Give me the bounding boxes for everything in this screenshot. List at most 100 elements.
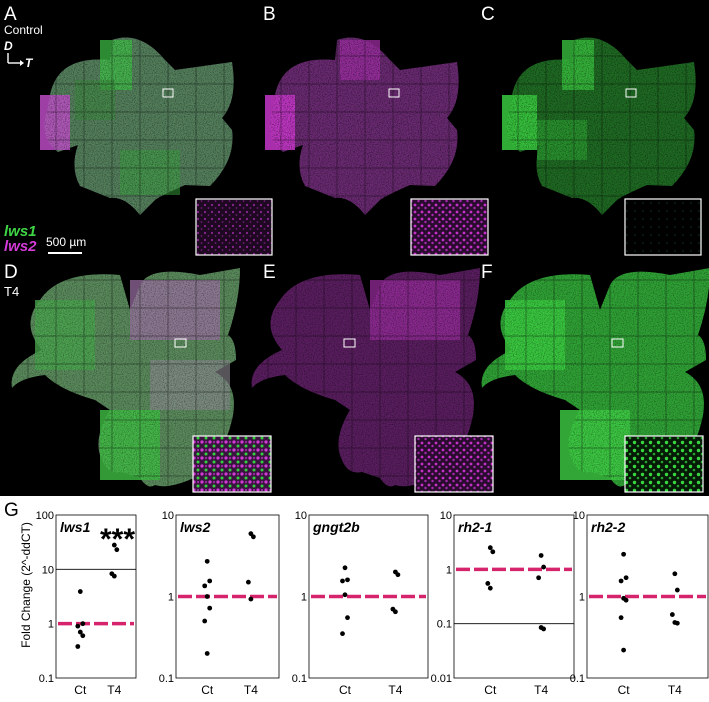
data-point <box>618 578 624 584</box>
panel-letter-e: E <box>263 262 276 283</box>
data-point <box>80 633 86 639</box>
data-point <box>672 571 678 577</box>
orientation-arrows-icon <box>7 53 24 66</box>
x-tick-label: Ct <box>74 683 87 697</box>
legend-lws1: lws1 <box>4 223 37 240</box>
y-tick-label: 10 <box>42 564 54 576</box>
data-point <box>204 594 210 599</box>
data-point <box>248 596 254 602</box>
chart-title: gngt2b <box>312 519 360 535</box>
y-tick-label: 0.1 <box>159 673 174 685</box>
data-point <box>340 631 345 637</box>
condition-label-t4: T4 <box>4 284 19 299</box>
data-point <box>487 585 493 591</box>
data-point <box>204 651 210 656</box>
data-point <box>77 629 83 635</box>
x-tick-label: T4 <box>534 683 548 697</box>
chart-frame <box>55 514 137 679</box>
data-point <box>487 545 493 551</box>
inset-f <box>624 435 704 493</box>
data-point <box>342 592 348 598</box>
y-tick-label: 0.1 <box>39 673 54 685</box>
y-tick-label: 1 <box>446 564 452 576</box>
roi-box-a <box>162 88 174 98</box>
data-point <box>538 553 544 558</box>
orientation-t-label: T <box>25 56 34 70</box>
data-point <box>250 534 256 540</box>
data-point <box>111 573 117 579</box>
panel-letter-d: D <box>4 262 18 283</box>
y-axis-label: Fold Change (2^-ddCT) <box>19 522 33 648</box>
data-point <box>393 609 398 615</box>
legend-lws2: lws2 <box>4 238 37 255</box>
y-tick-label: 0.01 <box>431 673 452 685</box>
data-point <box>114 547 120 553</box>
data-point <box>541 564 547 570</box>
orientation-d-label: D <box>4 39 13 53</box>
data-point <box>202 583 208 589</box>
x-tick-label: Ct <box>484 683 497 697</box>
data-point <box>245 579 251 585</box>
inset-d <box>192 435 272 493</box>
y-tick-label: 1 <box>301 592 307 604</box>
retina-panel-a <box>40 37 234 215</box>
data-point <box>80 621 86 627</box>
chart-title: rh2-2 <box>591 519 625 535</box>
retina-panel-d <box>11 268 240 487</box>
data-point <box>202 618 208 624</box>
data-point <box>485 581 491 586</box>
condition-label-control: Control <box>4 23 43 37</box>
chart-title: rh2-1 <box>458 519 492 535</box>
data-point <box>623 597 629 603</box>
data-point <box>621 647 626 653</box>
y-tick-label: 0.1 <box>437 619 452 631</box>
data-point <box>340 578 345 584</box>
data-point <box>207 578 213 584</box>
x-tick-label: T4 <box>244 683 258 697</box>
roi-box-c <box>625 88 637 98</box>
data-point <box>623 575 629 581</box>
y-tick-label: 10 <box>440 510 452 522</box>
panel-letter-b: B <box>263 4 276 25</box>
y-tick-label: 1 <box>48 619 54 631</box>
y-tick-label: 10 <box>162 510 174 522</box>
chart-frame <box>453 514 575 679</box>
x-tick-label: Ct <box>201 683 214 697</box>
data-point <box>674 620 680 626</box>
y-tick-label: 100 <box>36 510 54 522</box>
x-tick-label: T4 <box>107 683 121 697</box>
x-tick-label: T4 <box>388 683 402 697</box>
chart-title: lws2 <box>180 519 211 535</box>
panel-letter-a: A <box>4 4 17 25</box>
y-tick-label: 10 <box>295 510 307 522</box>
chart-title: lws1 <box>60 519 91 535</box>
data-point <box>536 575 542 581</box>
data-point <box>342 565 348 571</box>
panel-letter-c: C <box>481 4 495 25</box>
inset-a <box>195 198 273 256</box>
data-point <box>111 542 117 548</box>
panel-letter-g: G <box>4 500 19 521</box>
data-point <box>618 615 624 621</box>
scale-bar-label: 500 µm <box>46 235 86 249</box>
roi-box-e <box>343 338 356 348</box>
roi-box-f <box>611 338 624 348</box>
data-point <box>674 587 680 593</box>
inset-b <box>410 198 489 256</box>
roi-box-d <box>174 338 187 348</box>
inset-c <box>624 198 702 256</box>
data-point <box>541 626 547 632</box>
retina-panel-f <box>481 268 709 487</box>
roi-box-b <box>388 88 400 98</box>
x-tick-label: Ct <box>339 683 352 697</box>
data-point <box>204 558 210 564</box>
y-tick-label: 1 <box>168 592 174 604</box>
x-tick-label: T4 <box>668 683 682 697</box>
y-tick-label: 10 <box>573 510 585 522</box>
data-point <box>75 644 81 649</box>
y-tick-label: 0.1 <box>570 673 585 685</box>
y-tick-label: 0.1 <box>292 673 307 685</box>
retina-panel-e <box>251 268 480 487</box>
